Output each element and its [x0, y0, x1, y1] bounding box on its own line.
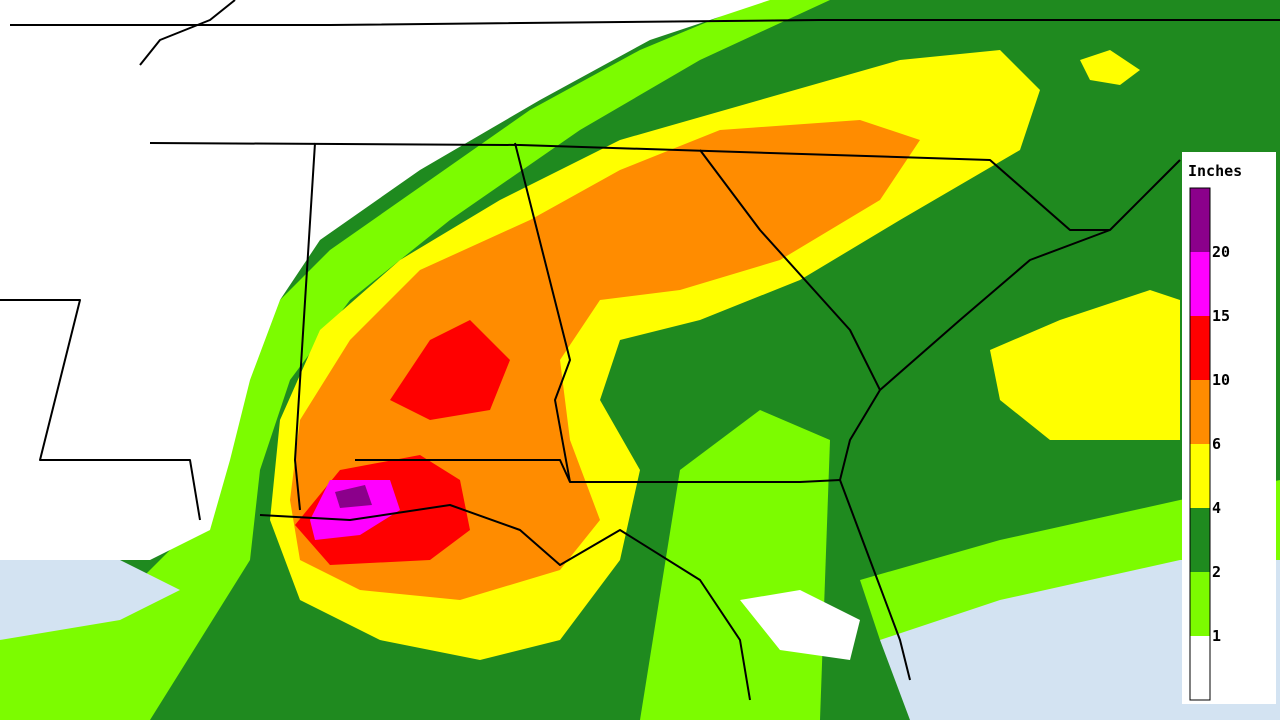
legend-swatch [1190, 252, 1210, 316]
rain-zone-purple [335, 485, 372, 508]
legend-label: 6 [1212, 435, 1221, 453]
state-line [355, 459, 841, 483]
rain-zone-none [740, 590, 860, 660]
rain-zone-red [390, 320, 510, 420]
legend: Inches 1 2 4 6 10 15 20 [1182, 152, 1276, 704]
state-line [294, 142, 316, 511]
state-line [139, 0, 236, 66]
legend-label: 20 [1212, 243, 1230, 261]
legend-label: 15 [1212, 307, 1230, 325]
legend-swatch [1190, 572, 1210, 636]
rain-zone-yellow [1080, 50, 1140, 85]
legend-label: 1 [1212, 627, 1221, 645]
state-line [0, 299, 201, 521]
state-line [514, 142, 571, 483]
state-line [10, 19, 1280, 26]
rain-zone-yellow [990, 290, 1180, 440]
legend-swatch [1190, 444, 1210, 508]
legend-swatch [1190, 636, 1210, 700]
legend-label: 10 [1212, 371, 1230, 389]
coastline [839, 389, 911, 681]
water [0, 560, 180, 640]
legend-label: 4 [1212, 499, 1221, 517]
legend-swatch [1190, 316, 1210, 380]
legend-title: Inches [1188, 162, 1242, 180]
land-no-rain [0, 0, 770, 560]
legend-swatch [1190, 380, 1210, 444]
rain-zone-magenta [310, 480, 400, 540]
rain-zone-light [0, 0, 830, 720]
boundaries [0, 0, 1280, 701]
coastline [259, 504, 751, 701]
state-line [699, 149, 881, 391]
state-line [149, 142, 1110, 231]
water [880, 560, 1280, 720]
coastline [879, 159, 1181, 391]
legend-swatch [1190, 508, 1210, 572]
legend-label: 2 [1212, 563, 1221, 581]
legend-swatch [1190, 188, 1210, 252]
legend-bar-outline [1189, 187, 1211, 701]
